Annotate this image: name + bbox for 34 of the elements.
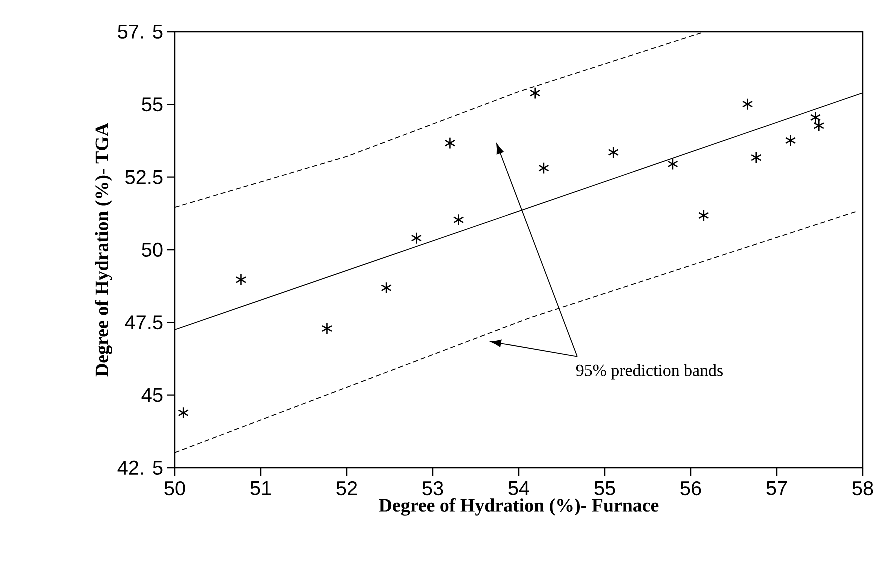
- point: [530, 87, 541, 100]
- point: [538, 162, 550, 174]
- x-tick-label: 53: [422, 481, 444, 496]
- y-tick-label: 55: [142, 98, 163, 112]
- point: [453, 214, 464, 226]
- x-tick-label: 58: [852, 481, 874, 496]
- y-tick-label: 52.5: [126, 170, 163, 184]
- point: [178, 406, 190, 420]
- annotation: 95% prediction bands: [576, 364, 723, 380]
- point: [785, 134, 796, 147]
- point: [750, 152, 762, 164]
- y-tick-label: 57. 5: [118, 25, 163, 39]
- y-tick-label: 47.5: [125, 316, 163, 330]
- point: [444, 137, 456, 150]
- point: [668, 158, 678, 170]
- x-axis-title: Degree of Hydration (%)- Furnace: [379, 498, 659, 516]
- point: [608, 146, 620, 159]
- point: [698, 210, 710, 222]
- point: [322, 322, 333, 335]
- y-tick-label: 45: [142, 388, 163, 402]
- point: [411, 232, 422, 244]
- x-tick-label: 52: [336, 481, 358, 496]
- y-tick-label: 42. 5: [118, 460, 163, 476]
- x-tick-label: 55: [594, 481, 616, 496]
- x-tick-label: 50: [164, 481, 186, 496]
- y-tick-label: 50: [142, 242, 163, 258]
- x-tick-label: 56: [680, 481, 702, 496]
- point: [742, 98, 754, 110]
- y-axis-title: Degree of Hydration (%)- TGA: [95, 123, 113, 377]
- x-tick-label: 51: [250, 481, 272, 496]
- x-tick-label: 54: [508, 481, 530, 496]
- x-tick-label: 57: [766, 481, 788, 496]
- point: [381, 282, 392, 294]
- point: [236, 274, 247, 286]
